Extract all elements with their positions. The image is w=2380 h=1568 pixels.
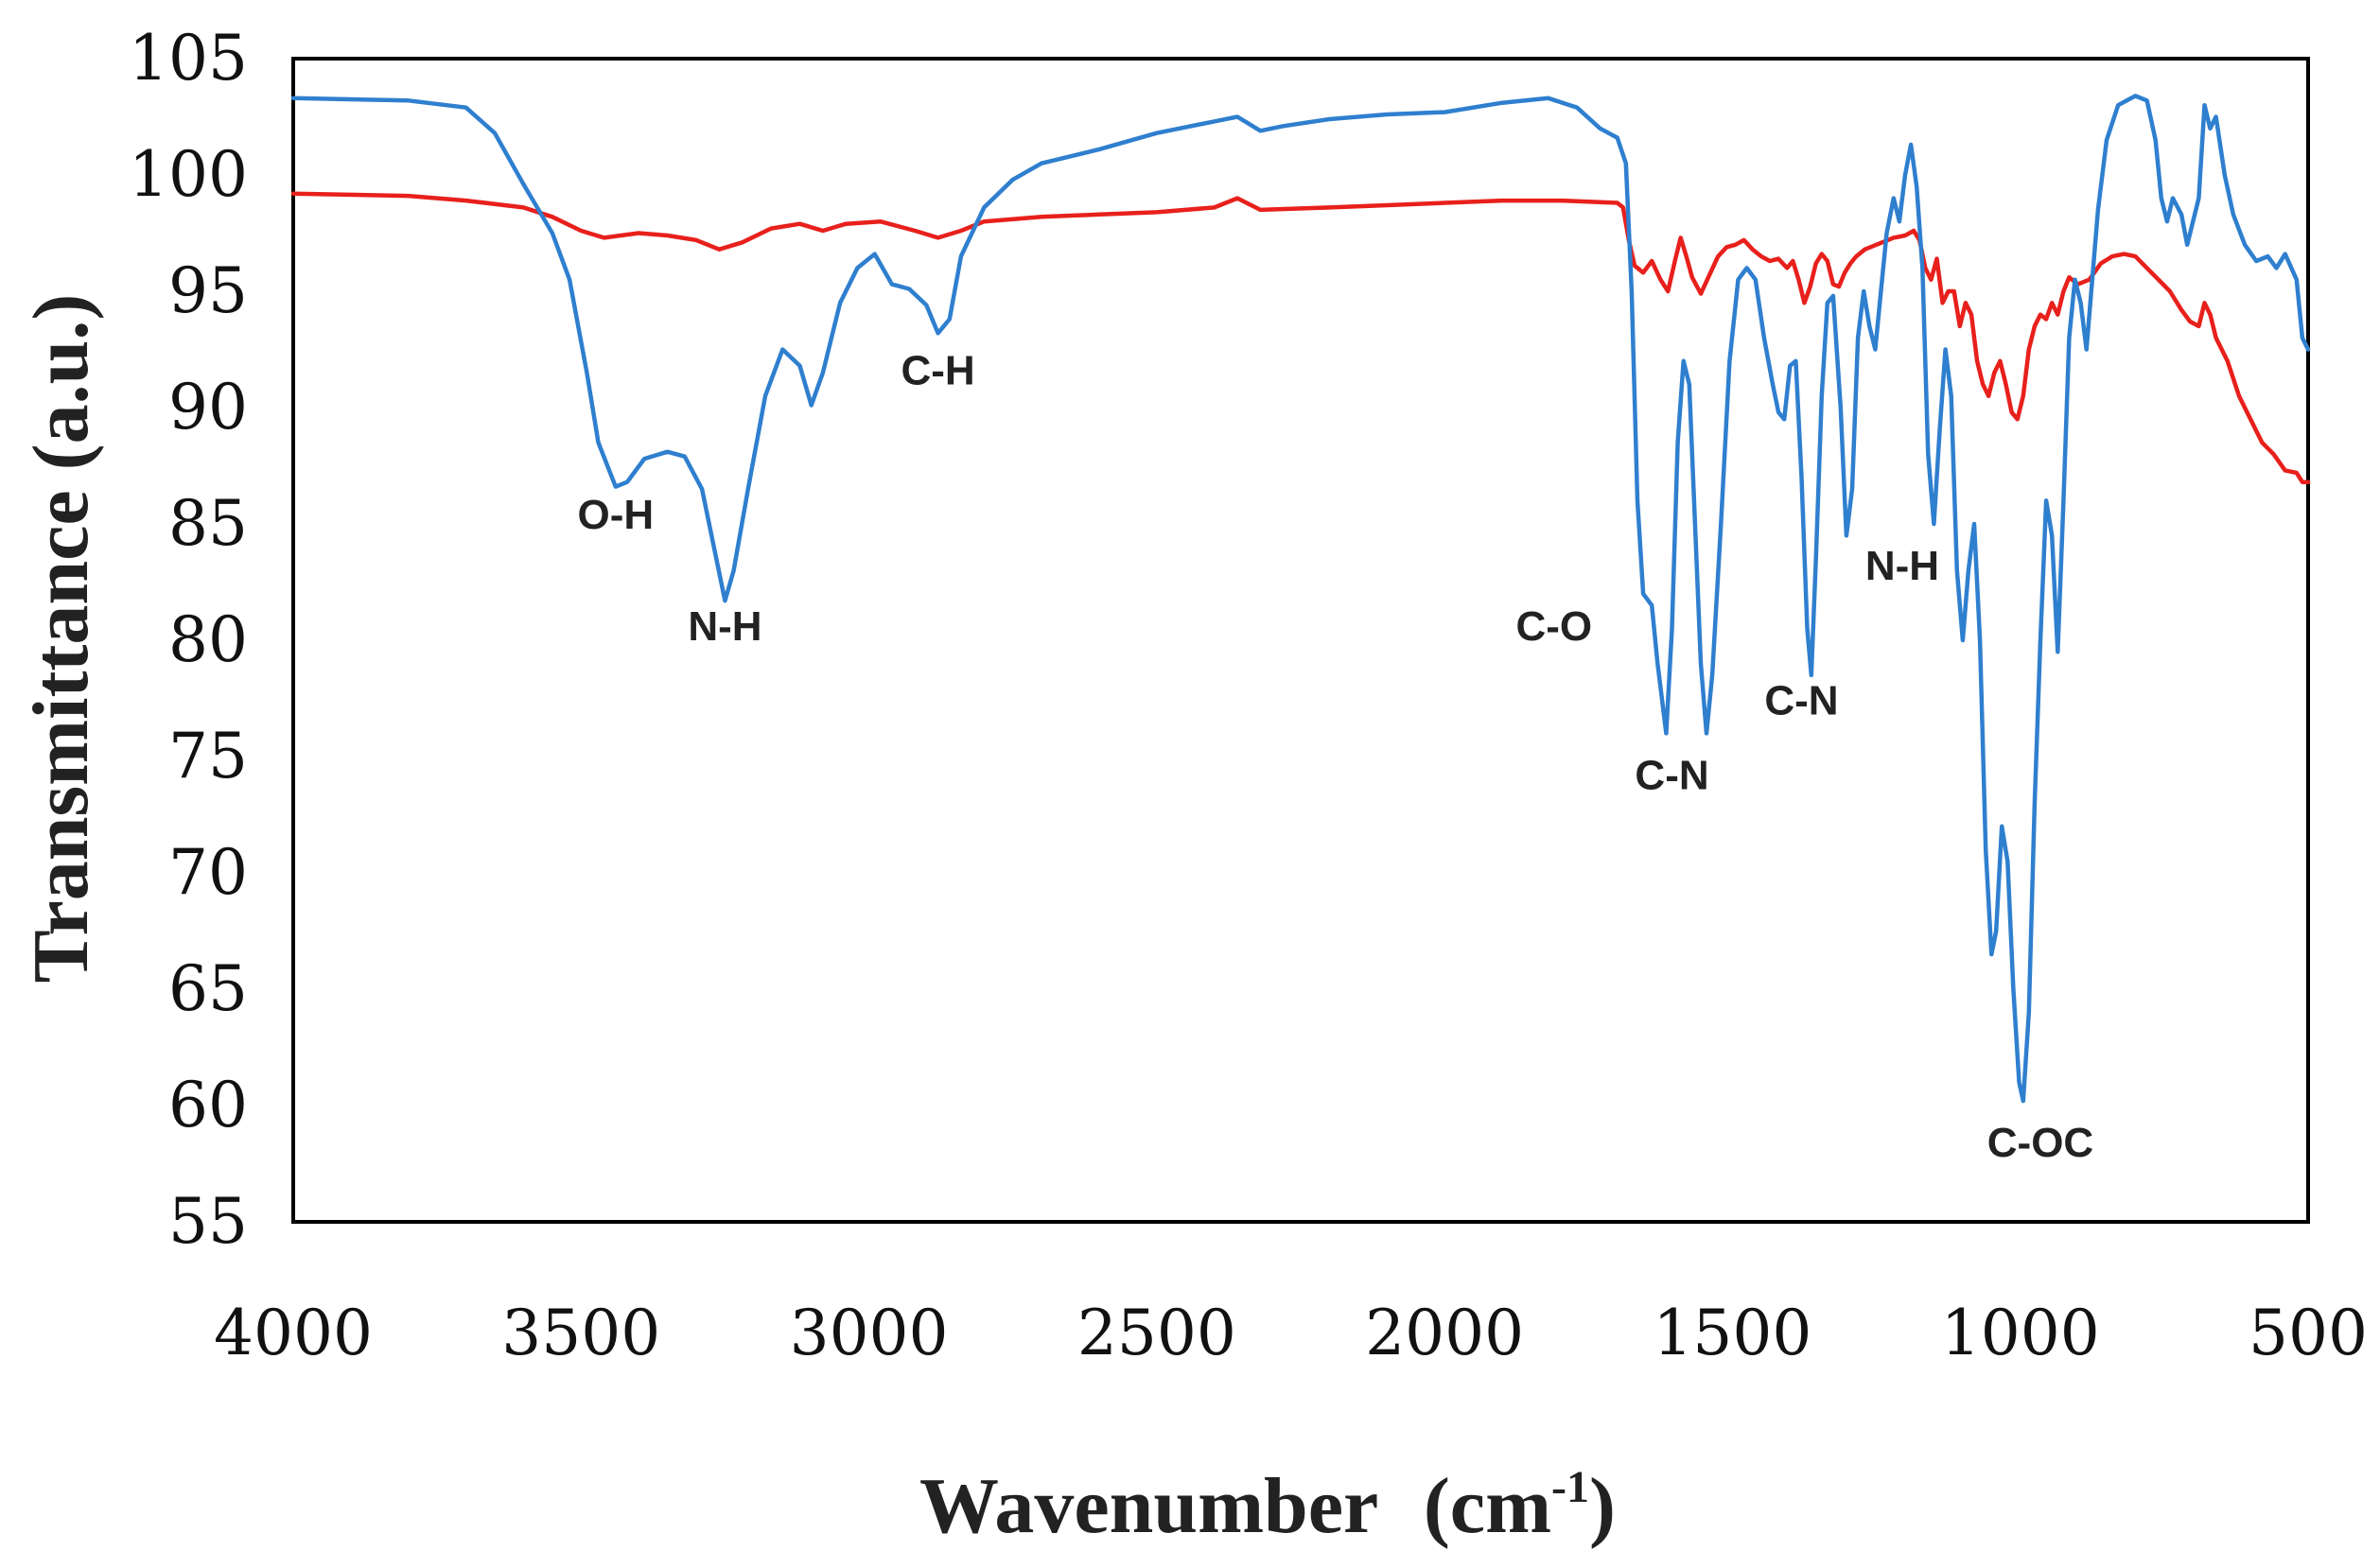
peak-annotation: C-OC: [1987, 1120, 2093, 1166]
x-axis-title: Wavenumber (cm-1): [919, 1462, 1616, 1550]
peak-annotation: O-H: [577, 492, 654, 538]
y-tick-label: 100: [129, 138, 248, 211]
x-tick-label: 1500: [1653, 1297, 1811, 1369]
blue-spectrum-line: [290, 94, 2311, 1104]
y-tick-label: 90: [168, 371, 248, 444]
x-tick-label: 3500: [501, 1297, 660, 1369]
x-tick-label: 2000: [1365, 1297, 1524, 1369]
peak-annotations: O-H N-H C-H C-O C-N C-N N-H C-OC: [577, 347, 2093, 1166]
y-tick-label: 85: [168, 487, 248, 560]
y-tick-label: 55: [168, 1185, 248, 1258]
y-tick-labels: 105 100 95 90 85 80 75 70 65 60 55: [129, 22, 248, 1258]
y-tick-label: 60: [168, 1069, 248, 1141]
x-axis-title-close: ): [1589, 1462, 1616, 1550]
x-tick-label: 4000: [214, 1297, 373, 1369]
y-tick-label: 105: [129, 22, 248, 95]
plot-frame: [291, 57, 2310, 1224]
peak-annotation: C-H: [901, 347, 974, 393]
x-axis-title-unit: (cm: [1424, 1462, 1551, 1550]
x-axis-title-word: Wavenumber: [919, 1462, 1377, 1550]
y-axis-title: Transmittance (a.u.): [17, 294, 105, 984]
y-tick-label: 65: [168, 952, 248, 1025]
y-tick-label: 95: [168, 254, 248, 327]
peak-annotation: C-N: [1635, 752, 1708, 798]
red-spectrum-line: [290, 191, 2311, 484]
peak-annotation: C-O: [1515, 603, 1592, 650]
peak-annotation: N-H: [688, 603, 761, 650]
x-tick-label: 1000: [1941, 1297, 2100, 1369]
peak-annotation: N-H: [1865, 543, 1939, 589]
y-tick-label: 70: [168, 836, 248, 909]
x-tick-label: 3000: [790, 1297, 949, 1369]
y-tick-label: 80: [168, 603, 248, 676]
x-axis-title-sup: -1: [1551, 1462, 1589, 1512]
x-tick-labels: 4000 3500 3000 2500 2000 1500 1000 500: [214, 1297, 2368, 1369]
series-lines: [290, 94, 2311, 1104]
x-tick-label: 500: [2249, 1297, 2368, 1369]
x-tick-label: 2500: [1077, 1297, 1236, 1369]
peak-annotation: C-N: [1764, 678, 1838, 724]
y-tick-label: 75: [168, 720, 248, 793]
